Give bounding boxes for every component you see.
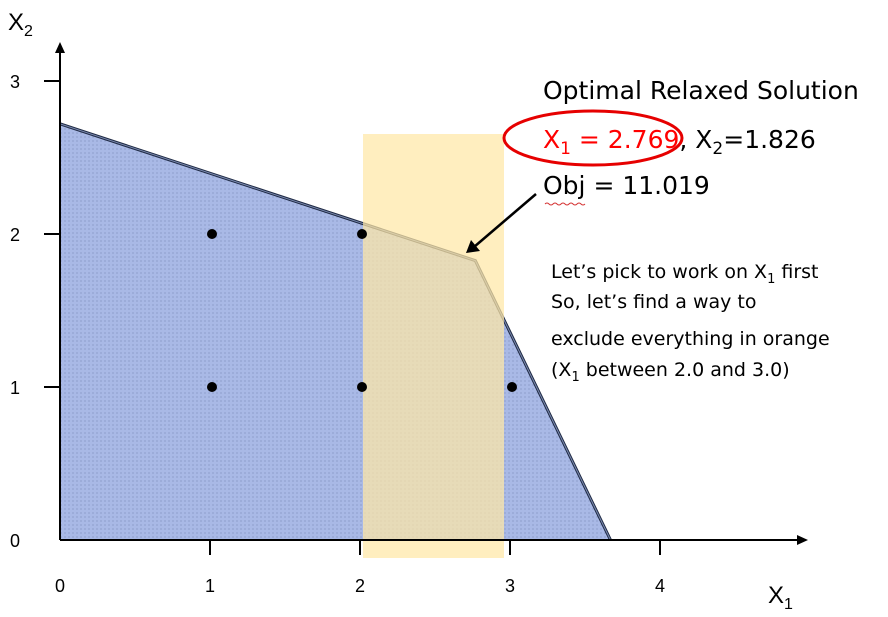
x2-label: , X bbox=[679, 125, 712, 154]
feasible-region bbox=[60, 123, 611, 540]
objective-value: Obj = 11.019 bbox=[543, 171, 710, 200]
note-line-1: Let’s pick to work on X1 first bbox=[551, 261, 819, 287]
x-tick-label: 2 bbox=[355, 576, 365, 596]
integer-point bbox=[357, 229, 367, 239]
x1-label: X bbox=[543, 125, 560, 154]
orange-exclusion-band bbox=[363, 134, 504, 558]
note-line-3: exclude everything in orange bbox=[551, 328, 830, 350]
pointer-arrow bbox=[473, 193, 537, 248]
x-tick-label: 3 bbox=[505, 576, 515, 596]
x2-subscript: 2 bbox=[712, 139, 723, 159]
integer-point bbox=[507, 382, 517, 392]
x-tick-label: 4 bbox=[655, 576, 665, 596]
x-axis-arrowhead bbox=[797, 535, 808, 545]
y-tick-label: 2 bbox=[10, 225, 20, 245]
annotation-title: Optimal Relaxed Solution bbox=[543, 76, 859, 105]
integer-points bbox=[207, 229, 517, 392]
y-tick-label: 1 bbox=[10, 378, 20, 398]
x-tick-label: 1 bbox=[205, 576, 215, 596]
spellcheck-squiggle bbox=[544, 202, 586, 206]
note-line-4: (X1 between 2.0 and 3.0) bbox=[551, 359, 790, 385]
y-axis-title: X2 bbox=[8, 9, 33, 40]
highlight-ellipse bbox=[502, 109, 684, 167]
ticks: 0 1 2 3 4 0 1 2 3 bbox=[10, 72, 665, 596]
y-axis-arrowhead bbox=[55, 42, 65, 53]
integer-point bbox=[207, 229, 217, 239]
x1-subscript: 1 bbox=[560, 139, 571, 159]
axes bbox=[55, 42, 808, 545]
optimal-solution-values: X1 = 2.769, X2=1.826 bbox=[543, 125, 816, 159]
pointer-arrowhead bbox=[466, 240, 480, 253]
y-tick-label: 3 bbox=[10, 72, 20, 92]
y-tick-label: 0 bbox=[10, 531, 20, 551]
band-layer bbox=[363, 134, 504, 558]
x-axis-title: X1 bbox=[768, 582, 793, 613]
x1-value: = 2.769 bbox=[571, 125, 679, 154]
integer-point bbox=[207, 382, 217, 392]
x2-value: =1.826 bbox=[723, 125, 816, 154]
region-layer bbox=[59, 122, 612, 541]
x-tick-label: 0 bbox=[55, 576, 65, 596]
integer-point bbox=[357, 382, 367, 392]
note-line-2: So, let’s find a way to bbox=[551, 291, 757, 313]
